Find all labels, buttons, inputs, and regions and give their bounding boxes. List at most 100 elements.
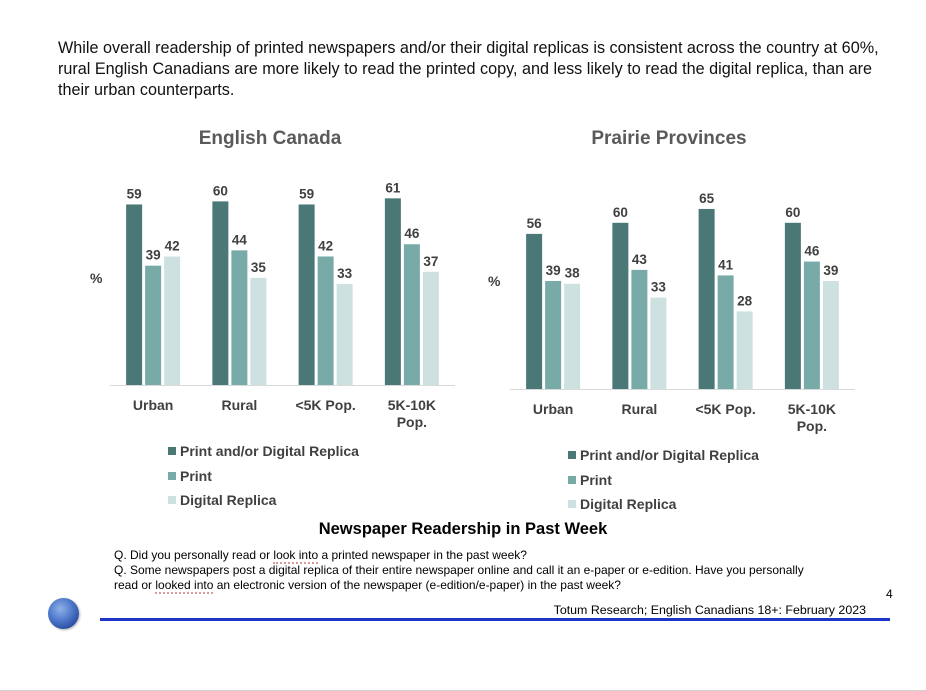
headline-text: While overall readership of printed news… [58,39,879,99]
question-1: Q. Did you personally read or look into … [114,548,814,564]
bar [145,265,162,385]
legend-label: Digital Replica [580,496,677,513]
data-label: 39 [823,263,838,278]
question-1-text-marked: look into [273,548,319,564]
main-chart-title: Newspaper Readership in Past Week [318,520,608,538]
bar [612,222,629,389]
category-label: <5K Pop. [683,401,769,418]
data-label: 56 [527,216,543,231]
data-label: 33 [651,280,667,295]
chart-legend: Print and/or Digital Replica Print Digital… [568,443,759,517]
data-label: 41 [718,257,734,272]
category-label-line: Pop. [396,414,428,430]
data-label: 39 [546,263,561,278]
question-2-text-a: Q. Some newspapers post a digital replic… [114,563,804,592]
legend-swatch [568,475,576,484]
bar [631,269,648,389]
bar [384,198,401,385]
bar [317,256,334,385]
bar [298,204,315,385]
data-label: 60 [785,205,800,220]
data-label: 37 [423,254,438,269]
legend-label: Print [580,471,612,488]
bar [698,208,715,389]
category-label: 5K-10K Pop. [769,401,855,435]
chart-title-english-canada: English Canada [198,128,342,149]
data-label: 59 [299,186,314,201]
data-label: 61 [385,180,401,195]
legend-swatch [168,496,176,505]
globe-icon [48,598,79,629]
legend-item: Print [168,464,359,489]
category-label-line: Urban [132,397,174,413]
category-label: Urban [110,397,196,414]
question-1-text-a: Q. Did you personally read or [114,548,274,562]
data-label: 33 [337,266,353,281]
footer-divider [100,618,890,621]
legend-item: Print and/or Digital Replica [168,439,359,464]
category-label: Urban [510,401,596,418]
bar [231,250,248,385]
bar [422,271,439,385]
category-label: Rural [596,401,682,418]
data-label: 46 [404,226,420,241]
category-label: <5K Pop. [283,397,369,414]
legend-swatch [568,451,576,460]
data-label: 42 [318,238,333,253]
legend-label: Print and/or Digital Replica [180,443,359,460]
bar [784,222,801,389]
legend-item: Print [568,468,759,493]
legend-label: Digital Replica [180,492,277,509]
bar [564,283,581,389]
category-label-line: Rural [621,401,658,417]
bar [336,284,353,385]
category-label-line: 5K-10K [387,397,436,413]
data-label: 35 [251,260,267,275]
category-label-line: Rural [221,397,258,413]
data-label: 46 [804,244,820,259]
bar [736,311,753,389]
question-2-text-marked: looked into [155,578,214,594]
question-1-text-b: a printed newspaper in the past week? [318,548,527,562]
bar [250,277,267,385]
data-label: 44 [232,232,248,247]
legend-label: Print and/or Digital Replica [580,447,759,464]
data-label: 28 [737,293,753,308]
category-label-line: 5K-10K [787,401,836,417]
data-label: 65 [699,191,715,206]
legend-item: Digital Replica [168,488,359,513]
legend-swatch [568,500,576,509]
bar [650,297,667,389]
data-label: 60 [613,205,628,220]
bar [545,280,562,389]
category-label-line: Urban [532,401,574,417]
question-2: Q. Some newspapers post a digital replic… [114,563,814,594]
bar [126,204,143,385]
bar [822,280,839,389]
bar [403,244,420,385]
legend-item: Digital Replica [568,492,759,517]
page-number: 4 [886,587,893,601]
y-axis-label-english-canada: % [90,270,103,286]
category-label: Rural [196,397,282,414]
data-label: 43 [632,252,648,267]
data-label: 60 [213,183,228,198]
bar [526,233,543,389]
category-label: 5K-10K Pop. [369,397,455,431]
data-label: 39 [146,248,161,263]
legend-swatch [168,471,176,480]
y-axis-label-prairie-provinces: % [488,273,501,289]
survey-questions: Q. Did you personally read or look into … [114,548,814,594]
bar [212,201,229,385]
chart-legend: Print and/or Digital Replica Print Digital… [168,439,359,513]
data-label: 42 [165,238,180,253]
category-label-line: Pop. [796,418,828,434]
legend-swatch [168,447,176,456]
source-note: Totum Research; English Canadians 18+: F… [553,603,866,617]
bar [717,275,734,389]
legend-item: Print and/or Digital Replica [568,443,759,468]
bar [164,256,181,385]
category-label-line: <5K Pop. [695,401,756,417]
